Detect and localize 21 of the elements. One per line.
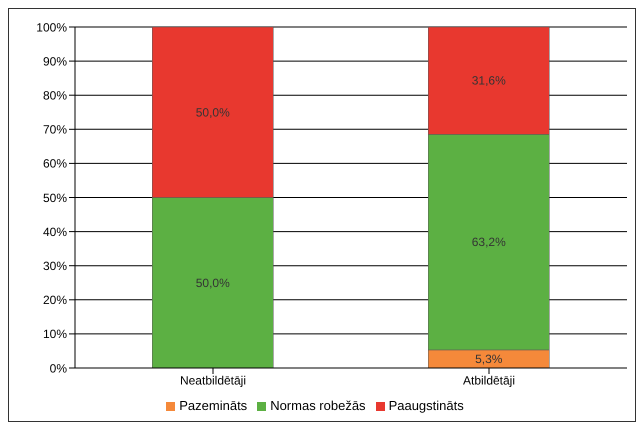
x-tick-label: Neatbildētāji — [180, 374, 246, 388]
y-tick-label: 80% — [42, 88, 68, 102]
y-tick-label: 30% — [42, 258, 68, 273]
data-label: 50,0% — [196, 105, 230, 120]
y-tick-label: 0% — [50, 361, 68, 376]
legend-label: Pazemināts — [179, 398, 248, 413]
legend-label: Paaugstināts — [388, 398, 464, 413]
data-label: 5,3% — [475, 352, 503, 366]
data-label: 31,6% — [472, 74, 506, 88]
y-tick-label: 40% — [42, 224, 68, 239]
legend-label: Normas robežās — [270, 398, 366, 413]
x-tick-label: Atbildētāji — [462, 374, 516, 388]
data-label: 50,0% — [196, 276, 230, 290]
y-tick-label: 90% — [42, 54, 68, 68]
y-tick-label: 50% — [42, 190, 68, 205]
y-tick-label: 10% — [42, 327, 68, 342]
y-tick-label: 70% — [42, 122, 68, 137]
y-tick-label: 100% — [36, 20, 68, 34]
y-tick-label: 60% — [42, 156, 68, 171]
data-label: 63,2% — [472, 235, 506, 250]
y-tick-label: 20% — [42, 293, 68, 308]
